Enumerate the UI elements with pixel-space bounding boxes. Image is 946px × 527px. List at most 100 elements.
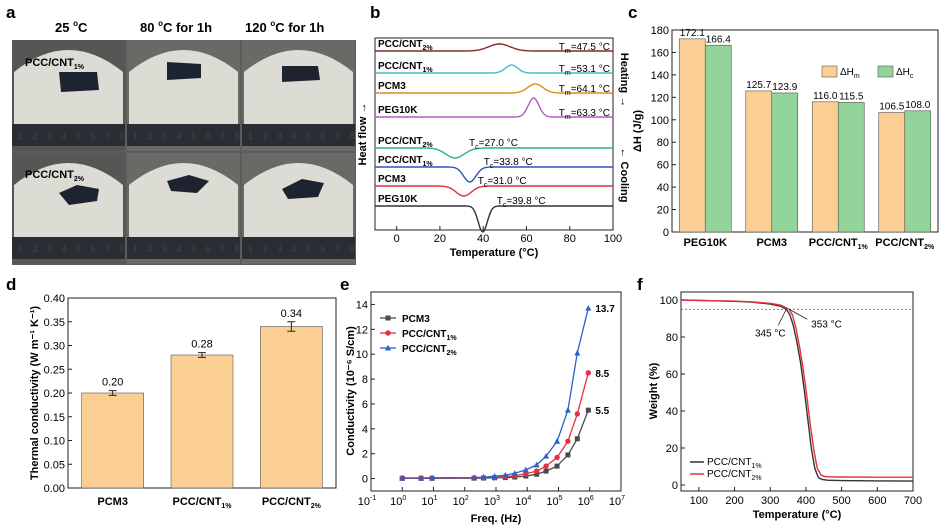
legend-label: PCM3	[402, 314, 430, 325]
panel-b-y-label: Heat flow →	[357, 103, 369, 166]
ruler-number: 1	[133, 244, 138, 254]
heating-series-label: PCC/CNT1%	[378, 61, 433, 74]
data-point	[543, 463, 549, 469]
y-tick-label: 140	[651, 70, 669, 82]
y-tick-label: 40	[666, 406, 678, 418]
ruler-number: 2	[33, 244, 38, 254]
panel-b-x-ticks: 0 20 40 60 80 100	[394, 226, 622, 245]
y-tick-label: 0.30	[44, 341, 65, 353]
data-point	[480, 473, 487, 480]
y-tick-label: 60	[657, 160, 669, 172]
x-tick-label: 100	[690, 495, 708, 507]
bar-value-label: 115.5	[839, 91, 864, 102]
conductivity-line	[402, 409, 589, 479]
ruler-number: 7	[105, 131, 110, 141]
data-point	[543, 468, 549, 474]
ruler-number: 6	[206, 244, 211, 254]
cooling-series-label: PEG10K	[378, 194, 418, 205]
x-tick-label: 107	[609, 495, 625, 508]
panel-d: d 0.000.050.100.150.200.250.300.350.400.…	[6, 275, 337, 510]
x-tick-label: 500	[832, 495, 850, 507]
category-label: PCM3	[756, 237, 787, 249]
legend-label: ΔHc	[896, 67, 914, 80]
x-tick-label: 101	[421, 495, 437, 508]
ruler-number: 1	[248, 244, 253, 254]
bar-value-label: 0.34	[281, 308, 302, 320]
panel-e-y-label: Conductivity (10⁻⁶ S/cm)	[345, 326, 357, 456]
heating-curve	[375, 97, 613, 118]
x-tick-label: 103	[484, 495, 500, 508]
bar-value-label: 0.20	[102, 377, 123, 389]
cooling-series-label: PCC/CNT1%	[378, 155, 433, 168]
bar-value-label: 106.5	[879, 101, 904, 112]
cooling-curve	[375, 147, 613, 159]
annotation-arrow	[788, 308, 808, 320]
x-tick-label: 104	[515, 495, 531, 508]
data-point	[574, 411, 581, 417]
ruler-number: 1	[133, 131, 138, 141]
ruler-number: 8	[120, 131, 125, 141]
panel-a-header-2: 80 oC for 1h	[140, 19, 212, 35]
dsc-curves: PCC/CNT2% Tm=47.5 °C PCC/CNT1% Tm=53.1 °C PC…	[375, 39, 613, 233]
x-tick-label: 60	[520, 233, 532, 245]
ruler-number: 5	[306, 131, 311, 141]
x-tick-label: 105	[546, 495, 562, 508]
y-tick-label: 12	[356, 324, 368, 336]
end-value-label: 5.5	[595, 406, 609, 417]
data-point	[564, 406, 571, 413]
ruler-number: 4	[177, 131, 182, 141]
y-tick-label: 2	[362, 449, 368, 461]
ruler-number: 3	[162, 131, 167, 141]
heating-curve	[375, 64, 613, 74]
panel-e: e 0 2 4 6 8 10 12 14 10-1 100 101 102 103 104 105 106 10…	[340, 275, 625, 525]
y-tick-label: 0.20	[44, 388, 65, 400]
panel-e-x-label: Freq. (Hz)	[471, 513, 522, 525]
panel-e-label: e	[340, 275, 349, 294]
data-point	[543, 452, 550, 459]
tm-label: Tm=53.1 °C	[559, 64, 610, 77]
heating-series-label: PEG10K	[378, 105, 418, 116]
category-label: PCM3	[97, 496, 128, 508]
ruler	[12, 237, 125, 259]
sample-plate	[129, 50, 238, 124]
heating-series-label: PCM3	[378, 81, 406, 92]
tm-label: Tm=47.5 °C	[559, 42, 610, 55]
annotation-label: 345 °C	[755, 328, 786, 339]
panel-b-cooling-label: ← Cooling	[618, 148, 630, 203]
data-point	[471, 474, 478, 481]
panel-d-label: d	[6, 275, 16, 294]
panel-f-lines: 0 20 40 60 80 100 100 200 300 400 500 600 700 PCC/CNT…	[660, 295, 923, 507]
y-tick-label: 0.25	[44, 364, 65, 376]
ruler-number: 2	[33, 131, 38, 141]
x-tick-label: 700	[904, 495, 922, 507]
x-tick-label: 80	[564, 233, 576, 245]
bar-value-label: 166.4	[706, 34, 731, 45]
data-point	[399, 474, 406, 481]
composite-sample	[282, 66, 320, 82]
tc-label: Tc=31.0 °C	[478, 176, 527, 189]
x-tick-label: 102	[453, 495, 469, 508]
legend-label: PCC/CNT1%	[707, 457, 762, 470]
category-label: PEG10K	[684, 237, 727, 249]
legend-label: ΔHm	[840, 67, 860, 80]
row-label-2: PCC/CNT2%	[25, 169, 85, 183]
ruler-number: 8	[120, 244, 125, 254]
data-point	[534, 471, 540, 477]
legend-label: PCC/CNT2%	[707, 469, 762, 482]
ruler-number: 8	[350, 131, 355, 141]
ruler-number: 2	[148, 131, 153, 141]
data-point	[574, 349, 581, 356]
bar-value-label: 108.0	[905, 100, 930, 111]
y-tick-label: 10	[356, 349, 368, 361]
legend-marker	[385, 315, 391, 321]
panel-a-header-1: 25 oC	[55, 19, 88, 35]
data-point	[585, 407, 591, 413]
tc-label: Tc=27.0 °C	[469, 138, 518, 151]
y-tick-label: 0.00	[44, 483, 65, 495]
